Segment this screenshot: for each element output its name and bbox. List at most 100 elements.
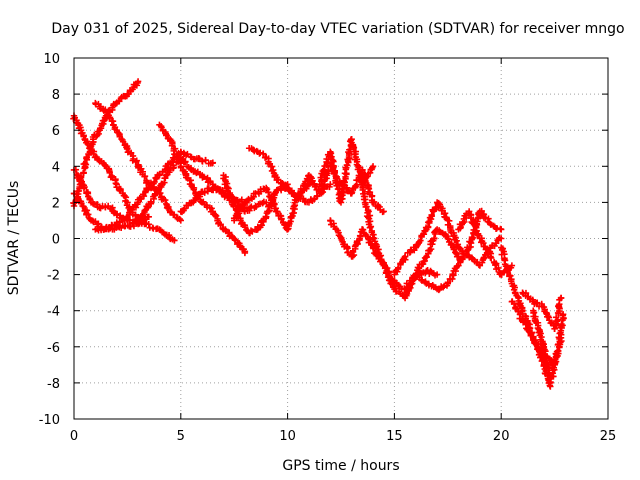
data-point: [498, 226, 505, 233]
x-tick-label: 10: [279, 429, 296, 444]
data-point-fill: [217, 188, 224, 195]
data-point-fill: [170, 162, 177, 169]
data-point-fill: [365, 208, 372, 215]
data-point: [284, 226, 291, 233]
data-point-fill: [238, 204, 245, 211]
data-point-fill: [82, 161, 90, 168]
data-point: [177, 217, 184, 224]
data-point-fill: [367, 224, 374, 231]
y-tick-label: 4: [52, 160, 60, 175]
data-point-fill: [182, 151, 190, 159]
data-point-fill: [417, 237, 424, 244]
data-point-fill: [130, 81, 138, 88]
data-point-fill: [81, 160, 89, 167]
data-point: [271, 190, 278, 197]
data-point-fill: [449, 271, 456, 278]
x-tick-label: 25: [600, 429, 617, 444]
data-point-fill: [89, 200, 97, 207]
data-point: [134, 78, 142, 85]
data-point: [145, 213, 152, 221]
x-axis-label: GPS time / hours: [282, 458, 399, 474]
data-point-fill: [480, 255, 487, 262]
data-point-fill: [370, 198, 378, 206]
data-point-fill: [346, 146, 353, 153]
data-point-fill: [141, 173, 149, 180]
data-point-fill: [269, 195, 276, 203]
x-tick-label: 0: [70, 429, 78, 444]
data-point: [380, 208, 387, 215]
data-point-fill: [487, 254, 495, 262]
data-point-fill: [162, 196, 169, 204]
data-point-fill: [363, 203, 370, 210]
x-tick-label: 20: [493, 429, 510, 444]
data-point-fill: [165, 232, 173, 239]
y-tick-label: -8: [47, 377, 60, 392]
y-tick-label: 0: [52, 233, 60, 248]
data-point-fill: [77, 174, 85, 181]
data-point-fill: [162, 172, 170, 179]
series-track-11: [230, 181, 313, 233]
data-point-fill: [211, 211, 219, 218]
data-point-fill: [341, 170, 349, 177]
data-point-fill: [468, 233, 476, 241]
data-point-fill: [202, 156, 209, 164]
data-point-fill: [80, 203, 87, 210]
series-track-8: [156, 121, 249, 257]
data-point-fill: [116, 218, 123, 225]
data-point-fill: [274, 208, 281, 215]
y-axis-label: SDTVAR / TECUs: [6, 181, 22, 296]
data-point-fill: [495, 264, 502, 272]
data-point-fill: [145, 221, 152, 228]
data-point-fill: [339, 185, 346, 193]
data-point-fill: [146, 183, 153, 191]
series-track-14: [316, 136, 377, 206]
data-point: [369, 163, 377, 170]
data-point-fill: [340, 189, 347, 196]
data-point-fill: [356, 232, 364, 239]
data-points: [70, 78, 567, 390]
series-track-12: [245, 145, 334, 206]
x-tick-label: 15: [386, 429, 403, 444]
data-point: [241, 249, 249, 257]
data-point: [209, 159, 217, 166]
data-point-fill: [112, 180, 119, 187]
y-tick-label: 2: [52, 196, 60, 211]
series-track-22: [519, 289, 565, 333]
y-tick-label: 10: [43, 52, 60, 67]
data-point-fill: [247, 227, 255, 234]
y-tick-label: 8: [52, 88, 60, 103]
data-point-fill: [385, 272, 392, 279]
y-tick-label: 6: [52, 124, 60, 139]
data-point-fill: [333, 182, 341, 189]
data-point-fill: [534, 299, 541, 306]
data-point: [559, 311, 567, 318]
data-point-fill: [265, 189, 272, 196]
data-point-fill: [230, 202, 237, 209]
data-point-fill: [510, 300, 518, 308]
data-point-fill: [141, 207, 148, 214]
data-point: [508, 262, 516, 269]
data-point-fill: [394, 265, 402, 273]
data-point-fill: [106, 114, 114, 121]
data-point-fill: [290, 203, 298, 210]
series-track-18: [412, 207, 505, 294]
data-point: [433, 271, 441, 278]
data-point-fill: [278, 215, 285, 222]
series-track-23: [530, 307, 567, 387]
x-tick-label: 5: [177, 429, 185, 444]
data-point-fill: [168, 142, 176, 149]
chart-title: Day 031 of 2025, Sidereal Day-to-day VTE…: [51, 21, 624, 37]
y-tick-label: -2: [47, 269, 60, 284]
data-point-fill: [331, 169, 338, 176]
data-point-fill: [438, 207, 445, 214]
y-axis-ticks: -10 -8 -6 -4 -2 0 2 4 6 8 10: [39, 52, 608, 428]
data-point-fill: [428, 211, 435, 219]
data-point-fill: [431, 235, 438, 242]
data-point: [498, 235, 505, 242]
x-axis-ticks: 0 5 10 15 20 25: [70, 58, 616, 444]
data-point-fill: [130, 222, 138, 230]
series-track-17: [391, 199, 505, 278]
data-point-fill: [110, 208, 117, 215]
data-point-fill: [262, 213, 269, 220]
